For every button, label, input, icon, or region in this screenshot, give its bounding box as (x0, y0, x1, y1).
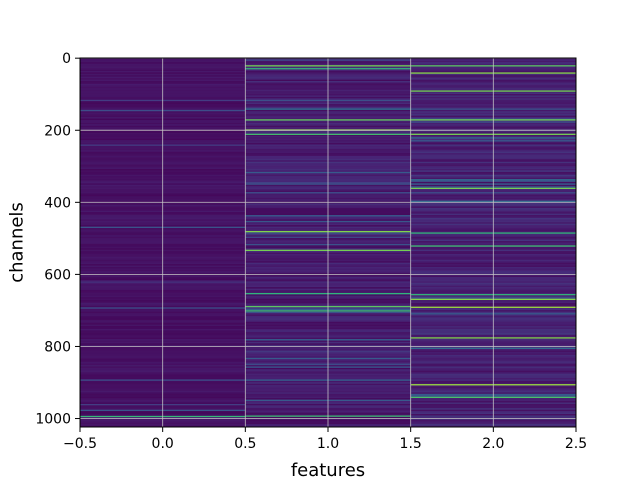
x-axis-label: features (291, 460, 365, 480)
x-tick-label: 1.5 (400, 436, 422, 452)
y-tick-label: 0 (62, 51, 71, 67)
y-axis-ticks: 0 200 400 600 800 1000 (35, 51, 80, 428)
x-axis-ticks: −0.5 0.0 0.5 1.0 1.5 2.0 2.5 (63, 427, 587, 452)
y-tick-label: 800 (44, 339, 71, 355)
x-tick-label: 1.0 (317, 436, 339, 452)
x-tick-label: 0.5 (234, 436, 256, 452)
y-tick-label: 200 (44, 123, 71, 139)
y-tick-label: 600 (44, 267, 71, 283)
y-axis-label: channels (6, 202, 27, 283)
x-tick-label: 2.5 (565, 436, 587, 452)
x-tick-label: −0.5 (63, 436, 97, 452)
y-tick-label: 1000 (35, 412, 71, 428)
x-tick-label: 2.0 (482, 436, 504, 452)
y-tick-label: 400 (44, 195, 71, 211)
x-tick-label: 0.0 (152, 436, 174, 452)
